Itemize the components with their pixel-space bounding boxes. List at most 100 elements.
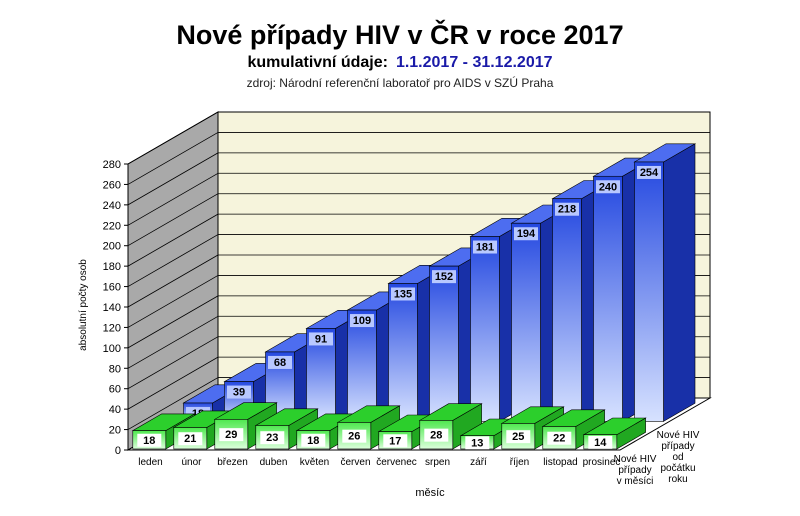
monthly-value-label: 28 bbox=[430, 430, 442, 442]
cumulative-value-label: 254 bbox=[640, 167, 659, 179]
data-label-bg bbox=[506, 430, 531, 444]
y-tick-label: 280 bbox=[103, 159, 121, 171]
y-tick-label: 220 bbox=[103, 220, 121, 232]
data-label-bg bbox=[391, 287, 415, 301]
data-label-bg bbox=[219, 428, 244, 442]
cumulative-value-bar: 254 bbox=[633, 143, 697, 422]
data-label-bg bbox=[424, 428, 449, 442]
monthly-value-label: 25 bbox=[512, 431, 524, 443]
y-tick-label: 140 bbox=[103, 302, 121, 314]
bar-front bbox=[470, 236, 500, 422]
data-label-bg bbox=[137, 433, 162, 447]
data-label-bg bbox=[637, 165, 661, 179]
monthly-value-label: 23 bbox=[266, 432, 278, 444]
axes: 0 20 40 60 80 100 120 140 160 180 200 220 240 260 280 l… bbox=[78, 159, 700, 499]
gridline bbox=[127, 111, 219, 165]
monthly-value-label: 13 bbox=[471, 437, 483, 449]
x-tick-label: listopad bbox=[543, 457, 577, 468]
x-tick-label: srpen bbox=[425, 457, 450, 468]
series-monthly-bars: 18 21 29 23 18 26 17 28 13 25 22 14 bbox=[131, 402, 647, 450]
cumulative-value-label: 68 bbox=[274, 357, 286, 369]
data-label-bg bbox=[301, 433, 326, 447]
y-tick-label: 180 bbox=[103, 261, 121, 273]
cumulative-value-label: 240 bbox=[599, 181, 617, 193]
data-label-bg bbox=[268, 355, 292, 369]
x-tick-label: květen bbox=[300, 457, 329, 468]
y-tick-label: 260 bbox=[103, 179, 121, 191]
monthly-value-label: 18 bbox=[307, 435, 319, 447]
y-tick-label: 160 bbox=[103, 282, 121, 294]
x-tick-label: leden bbox=[138, 457, 162, 468]
gridline bbox=[127, 132, 219, 185]
gridline bbox=[127, 234, 219, 287]
monthly-value-bar: 14 bbox=[582, 417, 647, 450]
series-cumulative-bars: 18396891109135152181194218240254 bbox=[182, 143, 697, 422]
gridline bbox=[127, 193, 219, 247]
data-label-bg bbox=[547, 431, 572, 445]
monthly-value-label: 29 bbox=[225, 429, 237, 441]
gridline bbox=[127, 275, 219, 328]
x-tick-label: únor bbox=[181, 457, 202, 468]
data-label-bg bbox=[260, 431, 285, 445]
cumulative-value-label: 39 bbox=[233, 387, 245, 399]
cumulative-value-label: 194 bbox=[517, 228, 536, 240]
data-label-bg bbox=[432, 270, 456, 284]
y-tick-label: 60 bbox=[109, 384, 121, 396]
y-tick-label: 200 bbox=[103, 241, 121, 253]
gridline bbox=[127, 152, 219, 206]
monthly-value-bar: 22 bbox=[541, 409, 606, 450]
cumulative-value-label: 109 bbox=[353, 315, 371, 327]
data-label-bg bbox=[350, 314, 374, 328]
monthly-value-label: 26 bbox=[348, 431, 360, 443]
x-tick-label: prosinec bbox=[583, 457, 621, 468]
x-tick-label: červenec bbox=[376, 457, 417, 468]
data-label-bg bbox=[178, 432, 203, 446]
bar-front bbox=[388, 283, 418, 422]
x-tick-label: červen bbox=[340, 457, 370, 468]
y-tick-label: 40 bbox=[109, 404, 121, 416]
bar-front bbox=[347, 309, 377, 422]
bar-front bbox=[511, 222, 541, 422]
x-axis-label: měsíc bbox=[415, 487, 445, 499]
cumulative-value-label: 181 bbox=[476, 242, 494, 254]
series-label-monthly: Nové HIV případy v měsíci bbox=[614, 454, 657, 487]
x-tick-label: říjen bbox=[510, 457, 529, 468]
gridline bbox=[127, 356, 219, 410]
x-tick-label: březen bbox=[217, 457, 248, 468]
monthly-value-bar: 28 bbox=[418, 403, 483, 450]
data-label-bg bbox=[514, 227, 538, 241]
chart-title: Nové případy HIV v ČR v roce 2017 bbox=[176, 20, 624, 50]
monthly-value-label: 14 bbox=[594, 437, 607, 449]
subtitle-label: kumulativní údaje: bbox=[247, 54, 388, 71]
gridline bbox=[127, 315, 219, 369]
bar-front bbox=[634, 161, 664, 422]
monthly-value-label: 17 bbox=[389, 435, 401, 447]
gridline bbox=[127, 336, 219, 390]
gridline bbox=[127, 172, 219, 226]
y-axis-label: absolutní počty osob bbox=[78, 259, 89, 351]
monthly-value-bar: 25 bbox=[500, 406, 565, 450]
data-label-bg bbox=[588, 435, 613, 449]
monthly-value-bar: 26 bbox=[336, 405, 401, 450]
cumulative-value-label: 91 bbox=[315, 333, 327, 345]
data-label-bg bbox=[383, 434, 408, 448]
gridline bbox=[127, 254, 219, 308]
gridline bbox=[127, 377, 219, 430]
data-label-bg bbox=[473, 240, 497, 254]
data-label-bg bbox=[596, 180, 620, 194]
monthly-value-label: 21 bbox=[184, 433, 196, 445]
y-tick-label: 120 bbox=[103, 322, 121, 334]
monthly-value-label: 18 bbox=[143, 435, 155, 447]
data-label-bg bbox=[309, 332, 333, 346]
y-tick-label: 100 bbox=[103, 343, 121, 355]
y-tick-label: 80 bbox=[109, 363, 121, 375]
cumulative-value-label: 135 bbox=[394, 289, 412, 301]
bar-front bbox=[593, 175, 623, 422]
subtitle-dates: 1.1.2017 - 31.12.2017 bbox=[395, 54, 553, 71]
data-label-bg bbox=[342, 429, 367, 443]
y-tick-label: 0 bbox=[115, 445, 121, 457]
gridline bbox=[127, 295, 219, 349]
monthly-value-label: 22 bbox=[553, 433, 565, 445]
gridline bbox=[127, 213, 219, 267]
bar-front bbox=[552, 198, 582, 422]
